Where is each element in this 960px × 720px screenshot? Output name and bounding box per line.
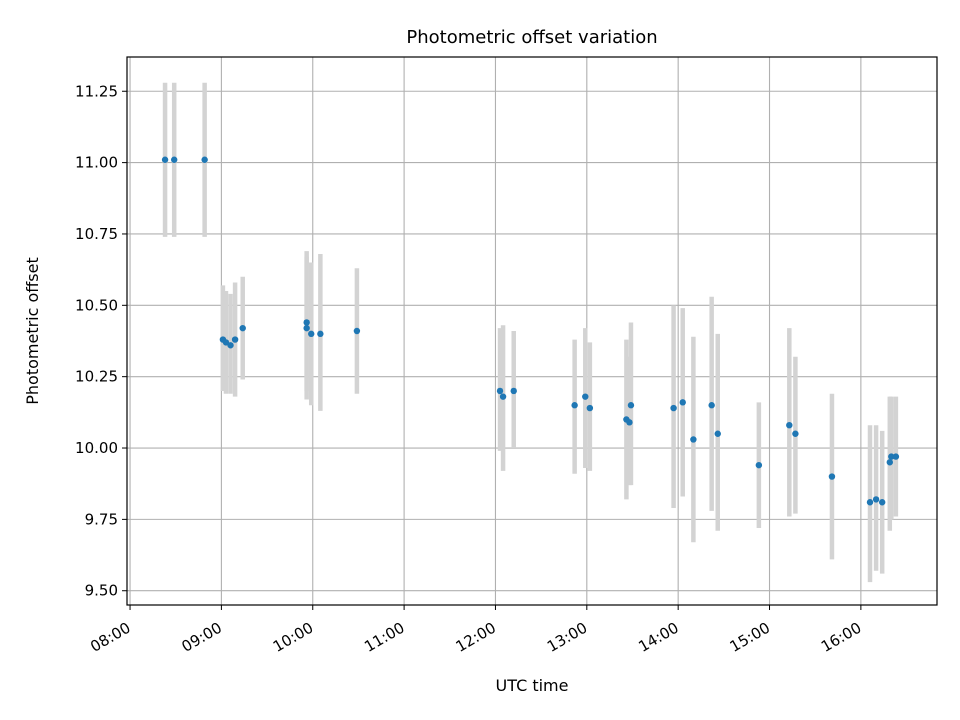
data-point [670,404,677,412]
data-point [303,324,310,332]
y-tick-label: 11.25 [75,82,118,100]
data-point [510,387,517,395]
data-point [303,319,310,326]
data-point [755,461,763,469]
data-point [627,402,635,409]
y-tick-label: 10.50 [75,296,118,314]
data-point [499,393,507,400]
data-point [886,459,894,466]
data-point [892,453,900,460]
data-point [231,336,239,343]
y-tick-label: 10.75 [75,225,118,243]
data-point [690,436,697,443]
data-points [161,156,900,506]
data-point [888,453,895,460]
y-tick-label: 10.25 [75,368,118,386]
data-point [878,499,886,506]
data-point [170,156,178,163]
data-point [714,430,721,437]
data-point [317,330,324,338]
y-tick-label: 9.50 [85,582,118,600]
data-point [201,156,208,163]
y-tick-label: 9.75 [85,510,118,528]
data-point [792,430,799,437]
data-point [872,496,880,503]
data-point [582,393,589,400]
data-point [571,402,578,409]
data-point [222,339,230,346]
x-axis-title: UTC time [496,676,569,695]
y-tick-label: 10.00 [75,439,118,457]
data-point [586,404,594,412]
data-point [353,327,361,335]
data-point [161,156,169,163]
data-point [786,421,793,429]
data-point [866,499,874,506]
data-point [626,419,633,426]
data-point [828,473,836,480]
data-point [708,402,715,409]
plot-frame [126,56,938,606]
y-axis-title: Photometric offset [23,257,42,405]
data-point [227,342,234,349]
data-point [308,330,315,338]
data-point [239,324,246,332]
chart-title: Photometric offset variation [406,27,657,48]
data-point [496,387,504,395]
data-point [679,399,686,406]
y-tick-label: 11.00 [75,154,118,172]
